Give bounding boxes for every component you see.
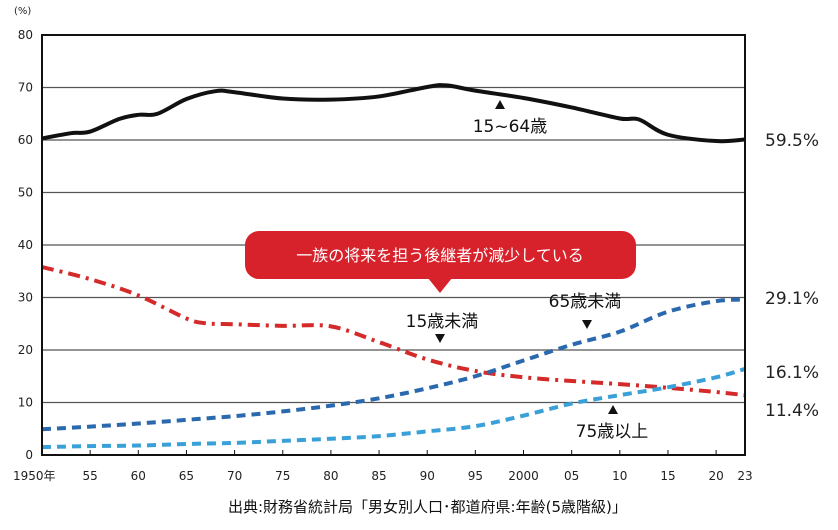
callout-pointer [428, 278, 452, 293]
callout: 一族の将来を担う後継者が減少している [245, 231, 636, 293]
label-65: 65歳未満 [549, 292, 622, 312]
x-tick-label: 90 [420, 469, 435, 483]
triangle-down-icon [435, 334, 445, 343]
y-axis-unit: (%) [14, 6, 31, 17]
plot-frame [41, 34, 746, 456]
x-tick-label: 20 [708, 469, 723, 483]
y-axis-ticks: 0 10 20 30 40 50 60 70 80 [18, 28, 33, 462]
triangle-down-icon [582, 320, 592, 329]
source-note: 出典:財務省統計局「男女別人口･都道府県:年齢(5歳階級)」 [228, 498, 627, 516]
x-tick-label: 95 [468, 469, 483, 483]
x-tick-label: 1950年 [13, 469, 56, 483]
series-line-2 [41, 297, 746, 432]
label-15-64: 15~64歳 [473, 117, 548, 137]
y-tick-label: 50 [18, 186, 33, 200]
label-75-plus: 75歳以上 [576, 422, 649, 442]
y-tick-label: 10 [18, 396, 33, 410]
x-tick-label: 23 [737, 469, 752, 483]
y-tick-label: 80 [18, 28, 33, 42]
end-label-75: 16.1% [765, 363, 819, 383]
x-tick-label: 75 [275, 469, 290, 483]
callout-box [245, 231, 636, 279]
y-tick-label: 30 [18, 291, 33, 305]
series-line-1 [41, 265, 746, 398]
x-axis-ticks: 1950年 55 60 65 70 75 80 85 90 95 2000 05 10 15 20 23 [13, 450, 753, 483]
series-line-0 [41, 83, 746, 144]
x-tick-label: 80 [323, 469, 338, 483]
x-tick-label: 2000 [508, 469, 539, 483]
x-tick-label: 10 [612, 469, 627, 483]
y-tick-label: 70 [18, 81, 33, 95]
label-under-15: 15歳未満 [406, 312, 479, 332]
triangle-up-icon [608, 405, 618, 414]
end-label-65: 29.1% [765, 289, 819, 309]
end-label-15-64: 59.5% [765, 131, 819, 151]
series-line-3 [41, 366, 746, 450]
x-tick-label: 60 [131, 469, 146, 483]
end-label-under-15: 11.4% [765, 401, 819, 421]
x-tick-label: 65 [179, 469, 194, 483]
y-tick-label: 20 [18, 343, 33, 357]
y-tick-label: 60 [18, 133, 33, 147]
x-tick-label: 15 [660, 469, 675, 483]
triangle-up-icon [495, 100, 505, 109]
callout-text: 一族の将来を担う後継者が減少している [296, 246, 584, 265]
y-tick-label: 40 [18, 238, 33, 252]
y-tick-label: 0 [25, 448, 33, 462]
x-tick-label: 70 [227, 469, 242, 483]
x-tick-label: 85 [371, 469, 386, 483]
x-tick-label: 55 [83, 469, 98, 483]
series-lines [41, 83, 746, 450]
x-tick-label: 05 [564, 469, 579, 483]
